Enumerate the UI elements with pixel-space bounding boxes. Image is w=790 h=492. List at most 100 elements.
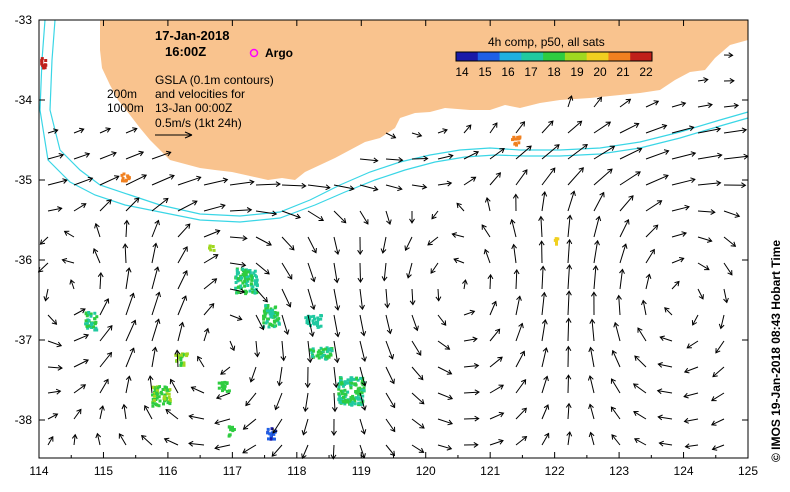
colorbar bbox=[455, 51, 653, 62]
velocity-arrow bbox=[489, 300, 497, 316]
velocity-arrow bbox=[99, 405, 105, 420]
velocity-arrow bbox=[671, 257, 685, 264]
annotation-line-2: and velocities for bbox=[155, 87, 245, 101]
sst-pixel bbox=[223, 384, 227, 388]
sst-pixel bbox=[329, 353, 333, 357]
velocity-arrow bbox=[645, 174, 669, 186]
sst-pixel bbox=[245, 275, 249, 279]
velocity-arrow bbox=[330, 444, 337, 460]
sst-pixel bbox=[265, 306, 269, 310]
velocity-arrow bbox=[711, 444, 725, 451]
velocity-arrow bbox=[359, 157, 379, 164]
velocity-arrow bbox=[671, 231, 688, 238]
sst-pixel bbox=[269, 309, 273, 313]
sst-pixel bbox=[227, 389, 231, 393]
colorbar-tick-label: 15 bbox=[478, 65, 492, 79]
velocity-arrow bbox=[220, 366, 231, 375]
sst-pixel bbox=[120, 173, 124, 177]
velocity-arrow bbox=[515, 379, 527, 394]
sst-pixel bbox=[93, 317, 97, 321]
velocity-arrow bbox=[99, 199, 112, 212]
velocity-arrow bbox=[47, 153, 65, 160]
velocity-arrow bbox=[99, 175, 120, 186]
velocity-arrow bbox=[302, 392, 309, 413]
colorbar-segment bbox=[586, 52, 609, 61]
velocity-arrow bbox=[151, 291, 161, 316]
y-tick-label: -37 bbox=[15, 333, 33, 347]
velocity-arrow bbox=[539, 265, 546, 290]
velocity-arrow bbox=[683, 392, 699, 399]
velocity-arrow bbox=[463, 124, 472, 134]
velocity-arrow bbox=[489, 328, 501, 342]
sst-pixel bbox=[95, 315, 99, 319]
velocity-arrow bbox=[333, 184, 355, 192]
sst-pixel bbox=[357, 401, 361, 405]
sst-pixel bbox=[208, 246, 211, 250]
velocity-arrow bbox=[281, 236, 295, 251]
velocity-arrow bbox=[122, 243, 129, 264]
sst-pixel bbox=[319, 317, 323, 321]
sst-pixel bbox=[122, 172, 126, 176]
sst-pixel bbox=[337, 397, 341, 401]
velocity-arrow bbox=[463, 441, 479, 448]
sst-pixel bbox=[516, 137, 520, 141]
sst-pixel bbox=[236, 277, 240, 281]
sst-pixel bbox=[162, 402, 165, 406]
velocity-arrow bbox=[489, 384, 505, 394]
velocity-arrow bbox=[99, 351, 113, 368]
velocity-arrow bbox=[203, 327, 210, 342]
velocity-arrow bbox=[697, 288, 704, 300]
velocity-arrow bbox=[125, 319, 137, 342]
sst-pixel bbox=[156, 386, 160, 390]
velocity-arrow bbox=[203, 278, 218, 290]
velocity-arrow bbox=[723, 288, 729, 304]
y-tick-label: -34 bbox=[15, 93, 33, 107]
velocity-arrow bbox=[125, 197, 140, 212]
velocity-arrow bbox=[541, 318, 548, 342]
velocity-arrow bbox=[203, 254, 219, 264]
velocity-arrow bbox=[47, 364, 63, 371]
velocity-arrow bbox=[541, 167, 556, 186]
velocity-arrow bbox=[151, 242, 159, 264]
velocity-arrow bbox=[637, 327, 647, 342]
sst-pixel bbox=[342, 395, 345, 399]
velocity-arrow bbox=[333, 262, 340, 284]
velocity-arrow bbox=[307, 340, 313, 364]
velocity-arrow bbox=[255, 181, 281, 188]
velocity-arrow bbox=[47, 435, 54, 446]
velocity-arrow bbox=[456, 202, 465, 212]
velocity-arrow bbox=[359, 418, 367, 435]
velocity-arrow bbox=[307, 262, 316, 283]
velocity-arrow bbox=[538, 240, 545, 264]
velocity-arrow bbox=[333, 210, 347, 224]
velocity-arrow bbox=[541, 144, 560, 160]
sst-pixel bbox=[266, 431, 270, 435]
velocity-arrow bbox=[588, 431, 595, 446]
sst-pixel bbox=[155, 396, 159, 400]
sst-pixel bbox=[268, 312, 272, 316]
velocity-arrow bbox=[697, 236, 713, 243]
velocity-arrow bbox=[565, 402, 572, 420]
sst-pixel bbox=[220, 385, 224, 389]
sst-pixel bbox=[360, 402, 364, 406]
sst-pixel bbox=[250, 275, 254, 279]
velocity-arrow bbox=[47, 206, 63, 212]
sst-pixel bbox=[182, 363, 186, 367]
sst-pixel bbox=[343, 402, 347, 406]
sst-pixel bbox=[264, 307, 268, 311]
velocity-arrow bbox=[307, 210, 325, 221]
velocity-arrows bbox=[37, 52, 749, 460]
velocity-arrow bbox=[63, 230, 75, 238]
velocity-arrow bbox=[151, 219, 160, 238]
velocity-arrow bbox=[567, 167, 584, 186]
velocity-arrow bbox=[255, 236, 272, 246]
sst-pixel bbox=[325, 350, 329, 354]
sst-pixel bbox=[312, 321, 315, 325]
velocity-arrow bbox=[645, 224, 659, 238]
velocity-arrow bbox=[541, 120, 554, 134]
velocity-arrow bbox=[723, 102, 740, 109]
sst-pixel bbox=[159, 390, 163, 394]
velocity-arrow bbox=[271, 444, 283, 457]
sst-pixel bbox=[86, 318, 90, 322]
velocity-arrow bbox=[593, 215, 602, 238]
